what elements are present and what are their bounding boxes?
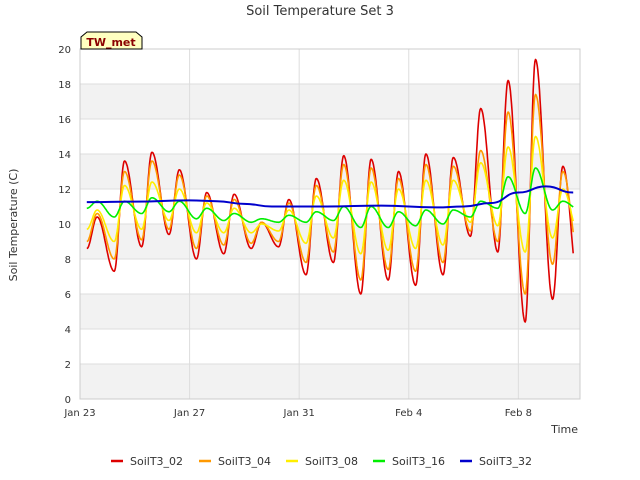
y-tick-label: 12: [58, 185, 71, 196]
x-tick-label: Jan 27: [173, 408, 205, 419]
legend-item: SoilT3_16: [373, 455, 445, 468]
series-line-soilt3-04: [86, 93, 574, 295]
y-tick-label: 6: [65, 290, 71, 301]
band: [80, 364, 580, 399]
legend-label: SoilT3_02: [130, 455, 183, 468]
y-tick-label: 14: [58, 150, 71, 161]
x-axis-label: Time: [550, 423, 578, 436]
y-tick-label: 10: [58, 220, 71, 231]
legend-item: SoilT3_04: [199, 455, 271, 468]
chart-title: Soil Temperature Set 3: [246, 4, 394, 19]
legend-label: SoilT3_32: [479, 455, 532, 468]
legend-item: SoilT3_02: [111, 455, 183, 468]
x-tick-label: Jan 23: [63, 408, 95, 419]
x-tick-label: Feb 8: [505, 408, 532, 419]
y-tick-label: 0: [65, 395, 71, 406]
y-tick-label: 18: [58, 80, 71, 91]
series-line-soilt3-32: [86, 185, 574, 209]
x-tick-label: Feb 4: [395, 408, 422, 419]
band: [80, 294, 580, 329]
legend-item: SoilT3_32: [460, 455, 532, 468]
axes: 0 2 4 6 8 10 12 14 16 18 20 Jan 23 Jan 27 Jan 31 Feb 4…: [58, 45, 581, 419]
plot-border: [79, 48, 581, 400]
y-tick-label: 16: [58, 115, 71, 126]
station-badge-label: TW_met: [86, 36, 135, 49]
legend-label: SoilT3_16: [392, 455, 445, 468]
series-line-soilt3-08: [86, 135, 574, 255]
x-tick-label: Jan 31: [283, 408, 315, 419]
y-tick-label: 4: [65, 325, 71, 336]
legend-item: SoilT3_08: [286, 455, 358, 468]
band: [80, 84, 580, 119]
series-line-soilt3-16: [86, 167, 574, 229]
y-tick-label: 2: [65, 360, 71, 371]
legend: SoilT3_02 SoilT3_04 SoilT3_08 SoilT3_16 Soil…: [111, 455, 532, 468]
station-badge-frame: [80, 31, 143, 50]
legend-label: SoilT3_08: [305, 455, 358, 468]
y-tick-label: 20: [58, 45, 71, 56]
y-axis-label: Soil Temperature (C): [7, 169, 20, 282]
series-layer: [86, 58, 574, 323]
legend-label: SoilT3_04: [218, 455, 271, 468]
station-badge: TW_met: [80, 31, 143, 50]
y-tick-label: 8: [65, 255, 71, 266]
band: [80, 154, 580, 189]
